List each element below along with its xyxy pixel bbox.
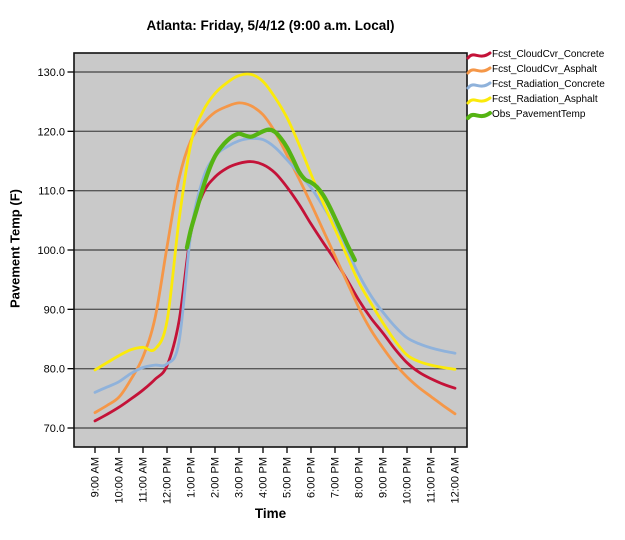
legend-line-swatch-icon (466, 51, 492, 59)
legend-item: Obs_PavementTemp (466, 107, 605, 122)
y-tick-label: 120.0 (37, 126, 65, 138)
x-tick-label: 1:00 PM (186, 457, 198, 498)
legend-item: Fcst_CloudCvr_Asphalt (466, 62, 605, 77)
x-tick-label: 11:00 PM (426, 457, 438, 503)
legend-label: Fcst_Radiation_Asphalt (492, 93, 598, 105)
legend-line-swatch-icon (466, 96, 492, 104)
legend-item: Fcst_Radiation_Asphalt (466, 92, 605, 107)
x-tick-label: 10:00 AM (114, 457, 126, 503)
series-line-Fcst_Radiation_Concrete (93, 136, 457, 394)
y-tick-label: 90.0 (44, 304, 65, 316)
legend-label: Fcst_CloudCvr_Concrete (492, 48, 605, 60)
legend-item: Fcst_CloudCvr_Concrete (466, 47, 605, 62)
x-tick-label: 2:00 PM (210, 457, 222, 498)
chart-title: Atlanta: Friday, 5/4/12 (9:00 a.m. Local… (146, 18, 395, 33)
legend-line-swatch-icon (466, 110, 492, 120)
legend-label: Fcst_CloudCvr_Asphalt (492, 63, 598, 75)
series-line-Fcst_CloudCvr_Concrete (93, 160, 457, 423)
series-line-Fcst_Radiation_Asphalt (93, 72, 457, 372)
y-tick-label: 100.0 (37, 245, 65, 257)
legend-item: Fcst_Radiation_Concrete (466, 77, 605, 92)
legend-label: Fcst_Radiation_Concrete (492, 78, 605, 90)
x-tick-label: 9:00 AM (90, 457, 102, 497)
x-tick-label: 8:00 PM (354, 457, 366, 498)
x-tick-label: 5:00 PM (282, 457, 294, 498)
y-tick-label: 70.0 (44, 423, 65, 435)
y-tick-label: 110.0 (38, 186, 65, 198)
y-tick-label: 130.0 (37, 67, 65, 79)
x-tick-label: 3:00 PM (234, 457, 246, 498)
x-tick-label: 7:00 PM (330, 457, 342, 498)
x-axis-title: Time (254, 506, 287, 521)
legend-line-swatch-icon (466, 81, 492, 89)
x-tick-label: 12:00 AM (450, 457, 462, 503)
x-tick-label: 11:00 AM (138, 457, 150, 503)
legend-label: Obs_PavementTemp (492, 108, 586, 120)
x-tick-label: 6:00 PM (306, 457, 318, 498)
x-tick-label: 9:00 PM (378, 457, 390, 498)
x-tick-label: 4:00 PM (258, 457, 270, 498)
x-tick-label: 12:00 PM (162, 457, 174, 504)
x-tick-label: 10:00 PM (402, 457, 414, 504)
y-tick-label: 80.0 (44, 364, 65, 376)
legend: Fcst_CloudCvr_Concrete Fcst_CloudCvr_Asp… (466, 47, 605, 122)
legend-line-swatch-icon (466, 66, 492, 74)
series-line-Obs_PavementTemp (184, 127, 357, 263)
plot-frame (73, 52, 468, 448)
